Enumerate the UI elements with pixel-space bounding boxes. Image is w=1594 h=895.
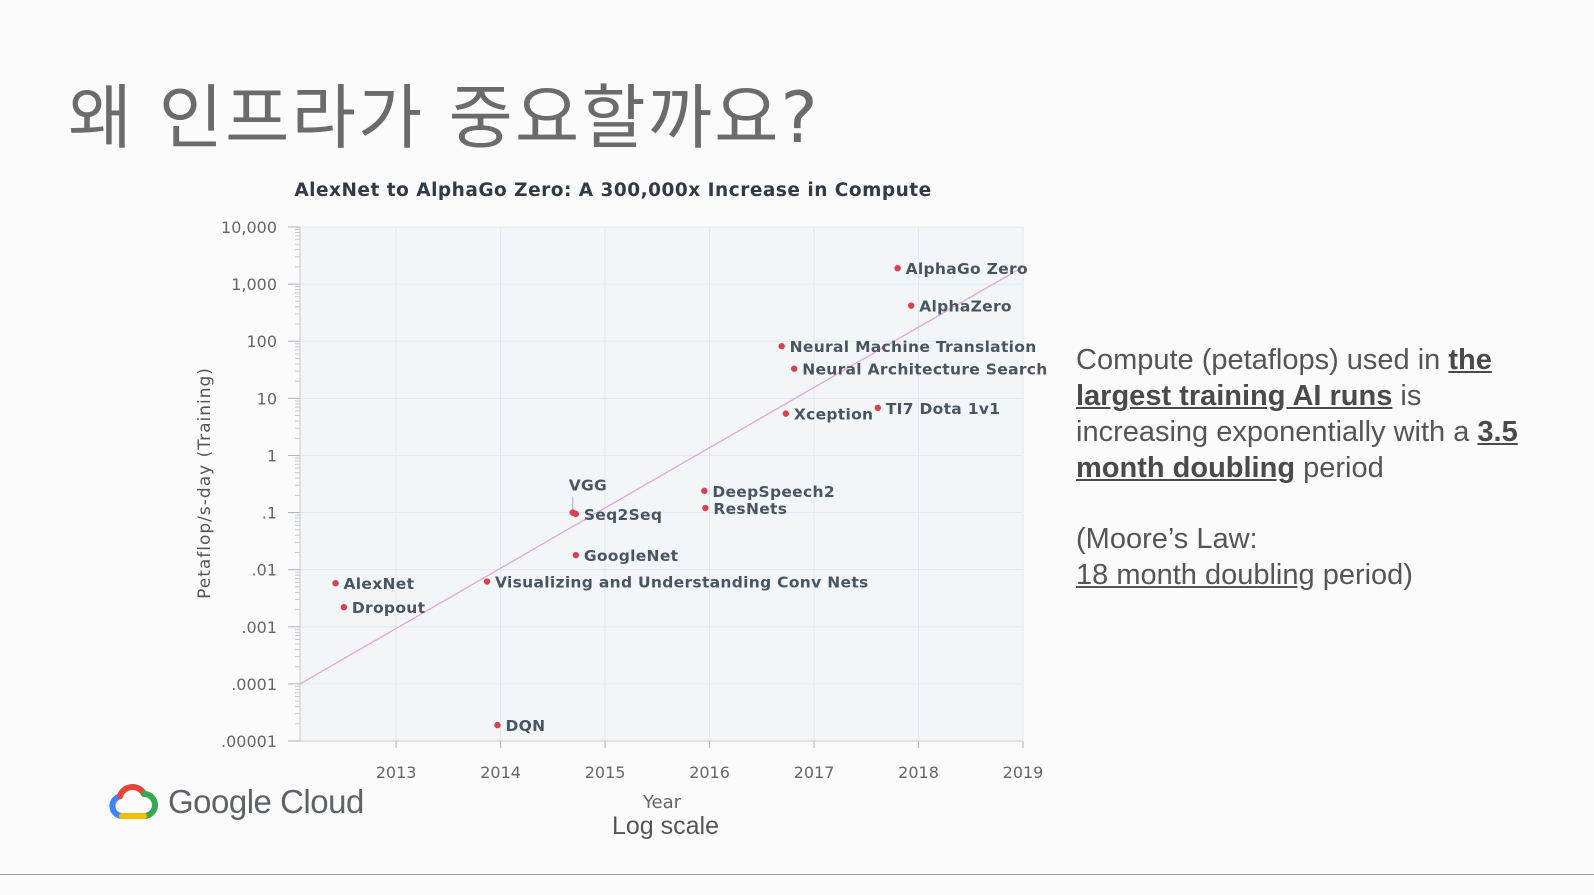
x-axis-label: Year	[642, 792, 682, 813]
x-tick-label: 2019	[1003, 763, 1044, 782]
note-highlight-largest-runs: the largest training AI runs	[1076, 344, 1492, 412]
point-label-googlenet: GoogleNet	[584, 547, 679, 565]
point-label-ti7-dota-1v1: TI7 Dota 1v1	[886, 400, 1001, 418]
trend-line	[299, 266, 1024, 685]
plot-area	[300, 227, 1023, 741]
y-tick-label: .1	[262, 504, 277, 523]
point-resnets	[702, 504, 709, 512]
x-tick-label: 2014	[480, 763, 521, 782]
x-tick-label: 2016	[689, 763, 730, 782]
point-deepspeech2	[701, 487, 708, 495]
y-tick-label: .00001	[221, 732, 277, 751]
point-dropout	[340, 604, 348, 611]
note-text: period)	[1314, 559, 1413, 591]
point-label-xception: Xception	[794, 406, 874, 424]
google-cloud-logo: Google Cloud	[108, 780, 364, 824]
x-tick-label: 2018	[898, 763, 939, 782]
point-label-seq2seq: Seq2Seq	[584, 506, 662, 524]
point-ti7-dota-1v1	[874, 404, 881, 412]
y-tick-label: 1,000	[231, 275, 277, 294]
point-label-dqn: DQN	[505, 717, 545, 735]
bottom-divider	[0, 874, 1594, 875]
point-label-alphago-zero: AlphaGo Zero	[906, 260, 1028, 278]
note-text: (Moore’s Law:	[1076, 523, 1258, 555]
google-cloud-icon	[109, 784, 158, 819]
y-tick-label: 10,000	[221, 218, 277, 237]
y-axis-label: Petaflop/s-day (Training)	[195, 367, 215, 599]
point-dqn	[494, 721, 501, 729]
y-tick-label: .001	[241, 618, 277, 637]
point-seq2seq	[572, 510, 580, 518]
x-tick-label: 2015	[585, 763, 626, 782]
compute-description: Compute (petaflops) used in the largest …	[1076, 342, 1546, 593]
note-underline-18-month: 18 month doubling	[1076, 559, 1315, 591]
y-tick-label: 1	[267, 446, 277, 465]
x-tick-label: 2017	[794, 763, 835, 782]
log-scale-note: Log scale	[612, 812, 720, 840]
note-text: is increasing exponentially with a	[1076, 380, 1478, 448]
point-xception	[782, 410, 790, 417]
point-visualizing-and-understanding-conv-nets	[483, 578, 491, 585]
y-tick-label: 100	[246, 332, 277, 351]
point-neural-architecture-search	[790, 365, 798, 372]
point-neural-machine-translation	[778, 342, 785, 350]
moores-law-note: (Moore’s Law: 18 month doubling period)	[1076, 521, 1546, 593]
point-label-vgg: VGG	[569, 477, 607, 495]
point-googlenet	[572, 551, 580, 559]
google-cloud-wordmark: Google Cloud	[168, 783, 364, 820]
point-label-resnets: ResNets	[713, 500, 787, 518]
point-alphago-zero	[894, 264, 901, 272]
point-label-visualizing-and-understanding-conv-nets: Visualizing and Understanding Conv Nets	[495, 574, 869, 592]
point-label-alphazero: AlphaZero	[919, 298, 1012, 316]
y-tick-label: .0001	[231, 675, 277, 694]
point-label-dropout: Dropout	[352, 599, 426, 617]
x-tick-label: 2013	[376, 763, 417, 782]
chart-title: AlexNet to AlphaGo Zero: A 300,000x Incr…	[294, 180, 931, 201]
y-tick-label: .01	[252, 561, 277, 580]
note-text: Compute (petaflops) used in	[1076, 344, 1449, 376]
compute-growth-note: Compute (petaflops) used in the largest …	[1076, 342, 1546, 486]
point-label-alexnet: AlexNet	[344, 575, 415, 593]
point-label-neural-machine-translation: Neural Machine Translation	[790, 338, 1037, 356]
note-text: period	[1295, 452, 1384, 484]
point-label-deepspeech2: DeepSpeech2	[712, 483, 835, 501]
y-tick-label: 10	[257, 389, 277, 408]
point-alphazero	[908, 302, 915, 309]
slide-title: 왜 인프라가 중요할까요?	[68, 77, 820, 159]
note-highlight-doubling: 3.5 month doubling	[1076, 416, 1518, 484]
point-alexnet	[332, 579, 339, 587]
point-label-neural-architecture-search: Neural Architecture Search	[802, 361, 1047, 379]
